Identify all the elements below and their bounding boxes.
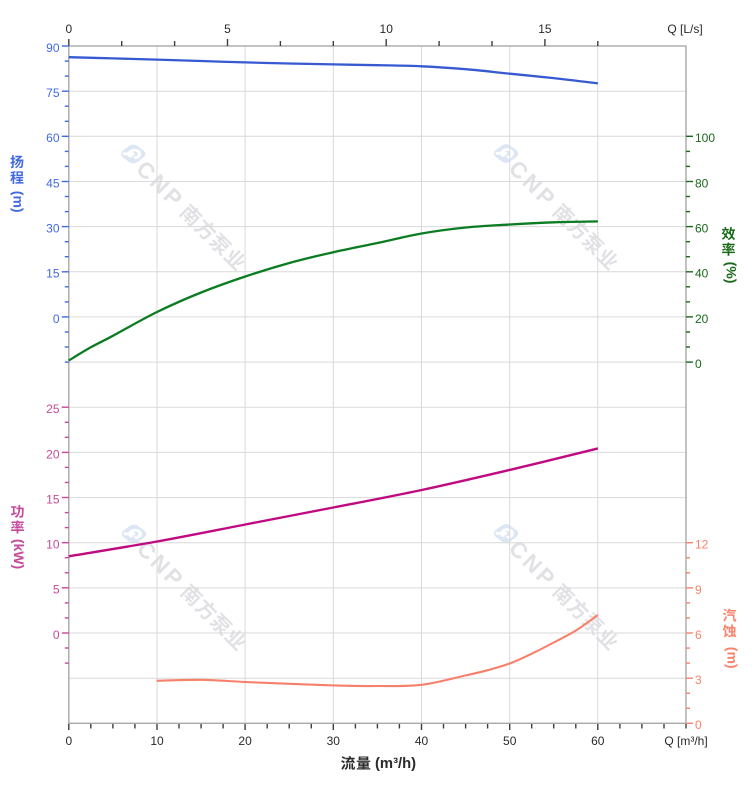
svg-text:100: 100 [695, 131, 715, 145]
svg-text:0: 0 [695, 357, 702, 371]
svg-text:6: 6 [695, 628, 702, 642]
svg-text:(m): (m) [724, 647, 740, 669]
svg-text:80: 80 [695, 176, 709, 190]
svg-text:15: 15 [46, 267, 60, 281]
svg-text:60: 60 [46, 131, 60, 145]
svg-text:5: 5 [53, 583, 60, 597]
svg-text:0: 0 [65, 734, 72, 748]
svg-text:60: 60 [591, 734, 605, 748]
svg-text:5: 5 [224, 22, 231, 36]
svg-text:(m³/h): (m³/h) [375, 756, 416, 772]
svg-text:(%): (%) [723, 262, 739, 284]
svg-text:3: 3 [695, 673, 702, 687]
svg-text:25: 25 [46, 402, 60, 416]
svg-text:45: 45 [46, 176, 60, 190]
svg-text:20: 20 [695, 312, 709, 326]
svg-text:0: 0 [695, 718, 702, 732]
svg-text:9: 9 [695, 583, 702, 597]
svg-text:40: 40 [415, 734, 429, 748]
svg-text:10: 10 [46, 538, 60, 552]
svg-text:20: 20 [238, 734, 252, 748]
svg-text:15: 15 [46, 492, 60, 506]
svg-text:(kW): (kW) [11, 539, 27, 569]
svg-text:10: 10 [150, 734, 164, 748]
svg-text:0: 0 [53, 628, 60, 642]
svg-text:40: 40 [695, 267, 709, 281]
svg-text:12: 12 [695, 538, 709, 552]
svg-text:Q [m³/h]: Q [m³/h] [664, 734, 707, 748]
svg-text:60: 60 [695, 222, 709, 236]
svg-text:75: 75 [46, 86, 60, 100]
svg-text:15: 15 [538, 22, 552, 36]
svg-text:30: 30 [327, 734, 341, 748]
svg-text:Q [L/s]: Q [L/s] [667, 22, 702, 36]
svg-text:(m): (m) [10, 191, 26, 213]
svg-text:20: 20 [46, 447, 60, 461]
svg-text:0: 0 [53, 312, 60, 326]
svg-text:30: 30 [46, 222, 60, 236]
svg-text:90: 90 [46, 41, 60, 55]
svg-text:10: 10 [380, 22, 394, 36]
svg-text:50: 50 [503, 734, 517, 748]
svg-text:0: 0 [65, 22, 72, 36]
